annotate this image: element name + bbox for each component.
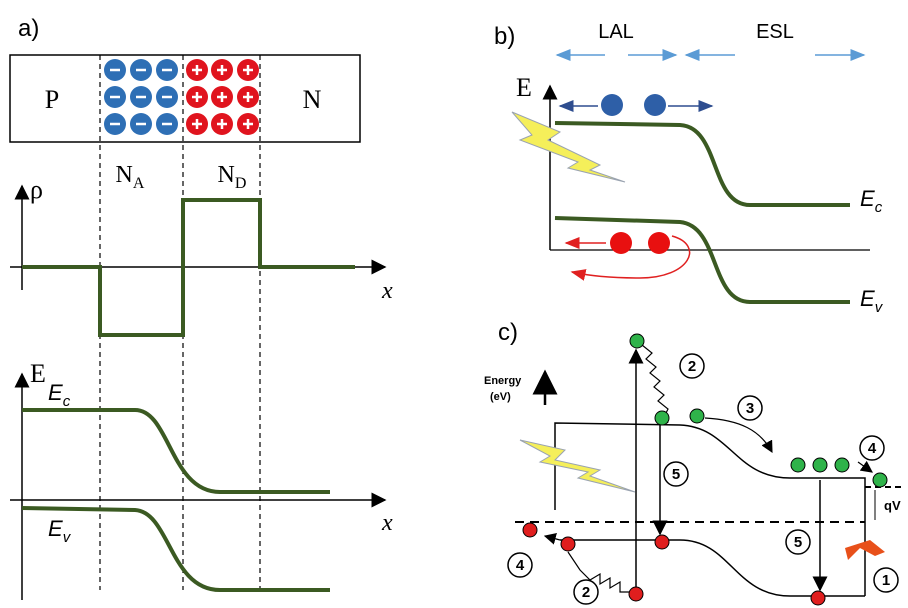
sub: v — [875, 299, 884, 316]
sub: c — [875, 199, 883, 216]
main: N — [116, 162, 133, 188]
main: N — [218, 162, 235, 188]
electron — [644, 94, 666, 116]
extraction-arrow — [545, 536, 560, 540]
hole — [610, 232, 632, 254]
qv-label: qV — [884, 498, 901, 513]
valence-band — [22, 508, 330, 590]
main: E — [48, 380, 63, 405]
electron — [813, 458, 827, 472]
x-axis-label: x — [381, 278, 393, 304]
electron — [873, 473, 887, 487]
panel-c: c) Energy (eV) qV 2 3 4 5 5 4 2 1 — [484, 319, 905, 605]
valence-band — [555, 218, 850, 302]
step-number: 2 — [688, 358, 696, 375]
energy-axis-label: E — [30, 359, 46, 388]
p-region: P — [45, 85, 59, 114]
electron — [630, 334, 644, 348]
step-number: 1 — [882, 572, 890, 589]
hole — [629, 587, 643, 601]
ec-label: Ec — [48, 380, 71, 410]
lal-label: LAL — [598, 21, 634, 43]
main: E — [48, 516, 63, 541]
donor-ions — [186, 59, 259, 135]
electron — [655, 411, 669, 425]
panel-a: a) P N NA ND ρ x E x Ec Ev — [10, 15, 393, 600]
sub: D — [235, 175, 247, 192]
acceptor-ions — [104, 59, 178, 135]
sub: c — [63, 393, 71, 410]
energy-unit: (eV) — [490, 391, 511, 403]
hole — [811, 591, 825, 605]
conduction-band — [22, 410, 330, 492]
ev-label: Ev — [48, 516, 72, 546]
electron — [601, 94, 623, 116]
sub: A — [133, 175, 145, 192]
hole — [655, 535, 669, 549]
extraction-arrow — [858, 462, 872, 472]
main: E — [860, 186, 875, 211]
hole — [561, 537, 575, 551]
process-steps: 2 3 4 5 5 4 2 1 — [508, 354, 898, 604]
step-number: 5 — [794, 534, 802, 551]
na-label: NA — [116, 162, 145, 192]
step-number: 4 — [868, 440, 877, 457]
step-number: 2 — [582, 584, 590, 601]
electron — [690, 409, 704, 423]
nd-label: ND — [218, 162, 247, 192]
electron — [791, 458, 805, 472]
esl-label: ESL — [756, 21, 794, 43]
figure: a) P N NA ND ρ x E x Ec Ev b) LAL ESL E … — [0, 0, 908, 608]
panel-label: a) — [18, 15, 39, 42]
hole — [648, 232, 670, 254]
panel-b: b) LAL ESL E Ec Ev — [494, 21, 884, 316]
panel-label: c) — [498, 319, 518, 346]
n-region: N — [303, 85, 322, 114]
sub: v — [63, 529, 72, 546]
rho-axis-label: ρ — [30, 175, 43, 204]
light-bolt — [520, 440, 635, 492]
conduction-band — [555, 423, 865, 596]
main: E — [860, 286, 875, 311]
panel-label: b) — [494, 23, 515, 50]
energy-axis-label: E — [516, 73, 532, 102]
conduction-band — [555, 123, 850, 205]
step-number: 4 — [516, 557, 525, 574]
energy-title: Energy — [484, 375, 522, 387]
x-axis-label: x — [381, 510, 393, 536]
ec-label: Ec — [860, 186, 883, 216]
step-number: 3 — [746, 400, 754, 417]
ev-label: Ev — [860, 286, 884, 316]
step-number: 5 — [672, 466, 680, 483]
transport-arrow — [705, 418, 772, 452]
hole — [523, 523, 537, 537]
electron — [835, 458, 849, 472]
